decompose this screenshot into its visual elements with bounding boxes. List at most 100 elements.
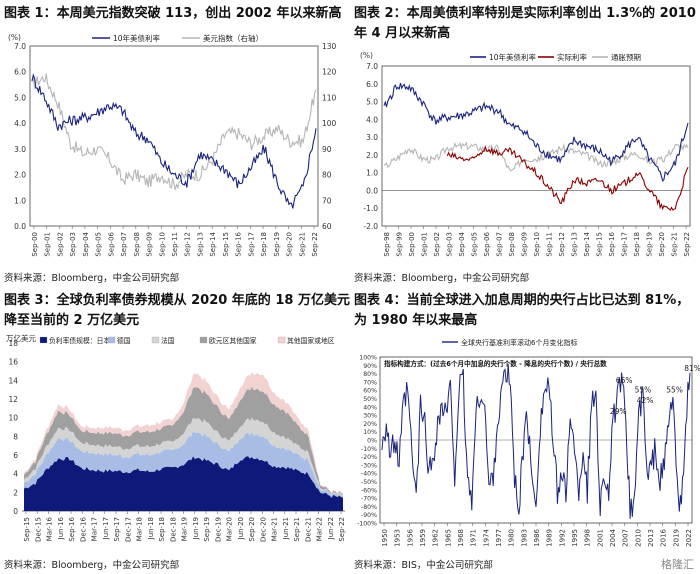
chart-2-xtick-label: Sep-09 <box>521 232 529 257</box>
chart-2-xtick-label: Sep-15 <box>596 232 604 257</box>
chart-1-xtick-label: Sep-15 <box>222 232 230 257</box>
chart-2-series-line <box>446 145 689 212</box>
chart-2-xtick-label: Sep-16 <box>608 231 616 256</box>
chart-2-ytick: 5.0 <box>366 98 378 107</box>
chart-2-legend-label: 10年美债利率 <box>489 52 537 62</box>
chart-1-xtick-label: Sep-17 <box>247 232 255 257</box>
chart-4-xtick-label: 1992 <box>558 529 566 547</box>
chart-4-ytick: -70% <box>361 496 377 503</box>
chart-2-xtick-label: Sep-19 <box>646 232 654 257</box>
chart-4-ytick: -40% <box>361 471 377 478</box>
chart-4-ytick: 100% <box>359 355 377 362</box>
chart-3-area-layer <box>24 431 343 498</box>
chart-3-area-layer <box>24 386 343 496</box>
chart-2-xtick-label: Sep-01 <box>421 232 429 257</box>
chart-3-ytick: 2 <box>13 488 18 497</box>
chart-2-xtick-label: Sep-11 <box>546 232 554 257</box>
panel-chart-1: 图表 1：本周美元指数突破 113，创出 2002 年以来新高 (%) 0.0 1.… <box>0 0 350 287</box>
chart-4-xtick-label: 2007 <box>622 529 630 547</box>
chart-1-ytick-left: 7.0 <box>14 42 26 51</box>
chart-3-xtick-label: Dec-20 <box>259 517 267 542</box>
chart-4-annotation-label: 55% <box>666 385 683 394</box>
chart-4-ytick: -100% <box>357 521 377 528</box>
chart-3-xtick-label: Sep-20 <box>248 517 256 542</box>
chart-1-xtick-label: Sep-01 <box>44 232 52 257</box>
chart-3-ytick: 10 <box>8 414 18 423</box>
chart-3-xtick-label: Mar-19 <box>181 517 189 541</box>
chart-1-xtick-label: Sep-02 <box>56 232 64 257</box>
chart-3-ytick: 0 <box>13 507 18 516</box>
chart-4-xtick-label: 2013 <box>647 529 655 547</box>
chart-3-yunit: 万亿美元 <box>6 333 36 343</box>
chart-4-source: 资料来源：BIS，中金公司研究部 <box>354 560 493 571</box>
chart-3-source: 资料来源：Bloomberg，中金公司研究部 <box>4 560 180 571</box>
chart-3-xtick-label: Jun-20 <box>237 517 245 540</box>
chart-2-ytick: 3.0 <box>366 133 378 142</box>
chart-3-xtick-label: Jun-17 <box>102 517 110 540</box>
chart-4-xtick-label: 1965 <box>444 529 452 547</box>
chart-2-series-line <box>383 82 689 182</box>
chart-3-xtick-label: Sep-19 <box>203 517 211 542</box>
chart-2-ytick: 1.0 <box>366 169 378 178</box>
chart-1-xtick-label: Sep-05 <box>95 232 103 257</box>
chart-2-xtick-label: Sep-00 <box>408 232 416 257</box>
chart-4-xtick-label: 2016 <box>660 528 668 546</box>
chart-2-xtick-label: Sep-10 <box>533 232 541 257</box>
chart-2-legend-label: 通胀预期 <box>611 52 641 62</box>
panel-chart-3: 图表 3：全球负利率债券规模从 2020 年底的 18 万亿美元 降至当前的 2… <box>0 287 350 574</box>
chart-3-area-layer <box>24 456 343 511</box>
chart-4-title-line1: 图表 4：当前全球进入加息周期的央行占比已达到 81%， <box>354 293 690 308</box>
chart-4-xtick-label: 1983 <box>520 529 528 547</box>
chart-2-xtick-label: Sep-03 <box>446 232 454 257</box>
chart-3-title-line2: 降至当前的 2 万亿美元 <box>4 313 140 328</box>
chart-3-xtick-label: Mar-20 <box>226 517 234 541</box>
chart-4-ytick: -50% <box>361 479 377 486</box>
chart-3-legend-swatch <box>199 336 208 344</box>
chart-4-annotation-label: 55% <box>635 385 652 394</box>
chart-4-series-line <box>381 363 691 519</box>
chart-4-xtick-label: 1956 <box>406 528 414 546</box>
chart-2-xtick-label: Sep-04 <box>458 231 466 256</box>
chart-2-xtick-label: Sep-20 <box>658 232 666 257</box>
chart-1-ytick-right: 60 <box>322 222 332 231</box>
chart-4-annotation-label: 42% <box>637 396 654 405</box>
chart-1-ytick-left: 2.0 <box>14 171 26 180</box>
chart-3-title-line1: 图表 3：全球负利率债券规模从 2020 年底的 18 万亿美元 <box>4 293 350 308</box>
chart-3-xtick-label: Dec-19 <box>214 517 222 542</box>
chart-4-ytick: -90% <box>361 512 377 519</box>
chart-2-xtick-label: Sep-02 <box>433 232 441 257</box>
chart-3-xtick-label: Sep-22 <box>338 517 346 542</box>
chart-2-title-line2: 年 4 月以来新高 <box>354 26 451 41</box>
chart-3-legend-label: 其他国家或地区 <box>287 336 335 345</box>
chart-4-ytick: -20% <box>361 454 377 461</box>
chart-3-ytick: 14 <box>8 376 18 385</box>
chart-1-ytick-left: 6.0 <box>14 68 26 77</box>
chart-4-svg: -100% -90%-80%-70% -60%-50%-40% -30%-20%-10… <box>357 338 700 547</box>
chart-3-legend-label: 法国 <box>161 336 175 345</box>
chart-2-ytick: 4.0 <box>366 115 378 124</box>
chart-4-xtick-label: 1974 <box>482 528 490 546</box>
chart-2-xtick-label: Sep-07 <box>496 232 504 257</box>
chart-4-subtitle: 指标构建方式：(过去6个月中加息的央行个数 - 降息的央行个数) / 央行总数 <box>384 359 607 368</box>
chart-1-ytick-right: 70 <box>322 196 332 205</box>
chart-3-legend-swatch <box>277 336 286 344</box>
chart-4-ytick: 70% <box>363 379 377 386</box>
chart-2-source: 资料来源：Bloomberg，中金公司研究部 <box>354 273 530 284</box>
chart-1-ytick-left: 4.0 <box>14 119 26 128</box>
chart-4-ytick: -80% <box>361 504 377 511</box>
chart-1-xtick-label: Sep-16 <box>235 231 243 256</box>
chart-4-ytick: 50% <box>363 396 377 403</box>
chart-4-ytick: 40% <box>363 404 377 411</box>
chart-1-source: 资料来源：Bloomberg，中金公司研究部 <box>4 273 180 284</box>
chart-2-xtick-label: Sep-06 <box>483 231 491 256</box>
chart-3-xtick-label: Mar-22 <box>316 517 324 541</box>
chart-3-xtick-label: Mar-21 <box>271 517 279 541</box>
chart-1-series-line <box>31 73 317 209</box>
chart-1-xtick-label: Sep-11 <box>171 232 179 257</box>
chart-1-series-line <box>31 73 317 190</box>
chart-3-xtick-label: Dec-18 <box>169 517 177 542</box>
chart-4-xtick-label: 2010 <box>634 529 642 547</box>
chart-1-ytick-left: 1.0 <box>14 196 26 205</box>
chart-3-xtick-label: Sep-18 <box>158 517 166 542</box>
